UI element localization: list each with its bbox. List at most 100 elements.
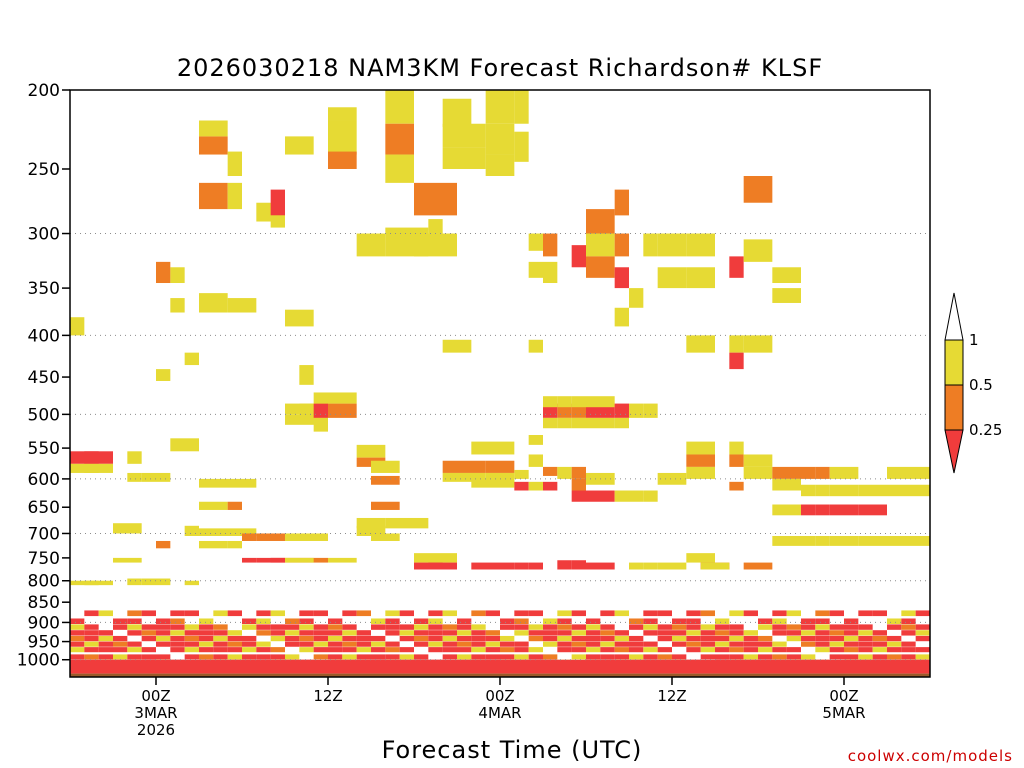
heatmap-cell bbox=[614, 647, 629, 653]
heatmap-cell bbox=[672, 635, 687, 642]
heatmap-cell bbox=[442, 635, 457, 642]
heatmap-cell bbox=[98, 635, 113, 642]
heatmap-cell bbox=[686, 553, 715, 563]
heatmap-cell bbox=[700, 635, 715, 642]
heatmap-cell bbox=[299, 624, 314, 630]
x-tick-label: 12Z bbox=[313, 687, 342, 705]
heatmap-cell bbox=[242, 654, 257, 660]
heatmap-cell bbox=[614, 630, 629, 636]
heatmap-cell bbox=[729, 630, 744, 636]
heatmap-cell bbox=[256, 654, 271, 660]
heatmap-cell bbox=[442, 339, 472, 353]
y-tick-label: 750 bbox=[28, 549, 60, 569]
heatmap-cell bbox=[844, 654, 859, 660]
heatmap-cell bbox=[829, 641, 844, 647]
heatmap-cell bbox=[414, 553, 457, 563]
heatmap-cell bbox=[672, 624, 687, 630]
heatmap-cell bbox=[528, 647, 543, 653]
heatmap-cell bbox=[887, 466, 930, 479]
heatmap-cell bbox=[113, 523, 142, 534]
heatmap-cell bbox=[399, 635, 414, 642]
heatmap-cell bbox=[643, 647, 658, 653]
heatmap-cell bbox=[858, 610, 873, 617]
heatmap-cell bbox=[385, 647, 400, 653]
heatmap-cell bbox=[514, 469, 529, 479]
heatmap-cell bbox=[686, 335, 715, 353]
heatmap-cell bbox=[70, 647, 85, 653]
heatmap-cell bbox=[586, 647, 601, 653]
heatmap-cell bbox=[184, 647, 199, 653]
heatmap-cell bbox=[887, 654, 902, 660]
heatmap-cell bbox=[414, 618, 429, 625]
heatmap-cell bbox=[342, 624, 357, 630]
heatmap-cell bbox=[199, 641, 214, 647]
heatmap-cell bbox=[70, 635, 85, 642]
heatmap-cell bbox=[342, 654, 357, 660]
legend-swatch bbox=[944, 339, 964, 386]
heatmap-cell bbox=[844, 618, 859, 625]
heatmap-cell bbox=[356, 233, 386, 257]
heatmap-cell bbox=[98, 647, 113, 653]
heatmap-cell bbox=[600, 630, 615, 636]
heatmap-cell bbox=[328, 392, 357, 404]
heatmap-cell bbox=[772, 654, 787, 660]
heatmap-cell bbox=[442, 647, 457, 653]
heatmap-cell bbox=[471, 641, 486, 647]
heatmap-cell bbox=[528, 624, 543, 630]
heatmap-cell bbox=[141, 610, 156, 617]
heatmap-cell bbox=[485, 154, 515, 176]
heatmap-cell bbox=[700, 654, 715, 660]
heatmap-cell bbox=[729, 624, 744, 630]
heatmap-cell bbox=[299, 610, 314, 617]
heatmap-cell bbox=[743, 610, 758, 617]
heatmap-cell bbox=[586, 630, 601, 636]
heatmap-cell bbox=[514, 610, 529, 617]
heatmap-cell bbox=[901, 641, 916, 647]
heatmap-cell bbox=[371, 618, 386, 625]
heatmap-cell bbox=[528, 434, 543, 445]
heatmap-cell bbox=[156, 654, 171, 660]
heatmap-cell bbox=[213, 647, 228, 653]
heatmap-cell bbox=[184, 580, 199, 586]
heatmap-cell bbox=[543, 635, 558, 642]
heatmap-cell bbox=[500, 618, 515, 625]
heatmap-cell bbox=[586, 624, 601, 630]
heatmap-cell bbox=[199, 136, 228, 155]
heatmap-cell bbox=[270, 647, 285, 653]
heatmap-cell bbox=[127, 647, 142, 653]
heatmap-cell bbox=[514, 562, 529, 570]
heatmap-cell bbox=[399, 624, 414, 630]
heatmap-cell bbox=[915, 630, 930, 636]
heatmap-cell bbox=[256, 624, 271, 630]
heatmap-cell bbox=[629, 403, 644, 418]
heatmap-cell bbox=[471, 630, 486, 636]
heatmap-cell bbox=[858, 504, 887, 516]
heatmap-cell bbox=[285, 309, 314, 327]
heatmap-cell bbox=[686, 610, 701, 617]
heatmap-cell bbox=[371, 533, 400, 541]
heatmap-cell bbox=[313, 417, 328, 432]
heatmap-cell bbox=[772, 630, 787, 636]
heatmap-cell bbox=[643, 624, 658, 630]
heatmap-cell bbox=[743, 239, 773, 262]
heatmap-cell bbox=[414, 624, 429, 630]
heatmap-cell bbox=[328, 557, 357, 563]
heatmap-cell bbox=[313, 624, 328, 630]
heatmap-cell bbox=[127, 610, 142, 617]
heatmap-cell bbox=[514, 618, 529, 625]
heatmap-cell bbox=[485, 90, 515, 124]
heatmap-cell bbox=[643, 630, 658, 636]
heatmap-cell bbox=[299, 630, 314, 636]
heatmap-cell bbox=[442, 147, 486, 169]
heatmap-cell bbox=[84, 580, 113, 586]
heatmap-cell bbox=[113, 654, 128, 660]
heatmap-cell bbox=[887, 647, 902, 653]
heatmap-cell bbox=[686, 624, 701, 630]
heatmap-cell bbox=[156, 624, 171, 630]
heatmap-cell bbox=[571, 610, 586, 617]
heatmap-cell bbox=[686, 466, 715, 479]
legend-label: 1 bbox=[969, 331, 979, 349]
credit-text[interactable]: coolwx.com/models bbox=[848, 747, 1013, 765]
heatmap-cell bbox=[371, 475, 400, 485]
heatmap-cell bbox=[614, 654, 629, 660]
